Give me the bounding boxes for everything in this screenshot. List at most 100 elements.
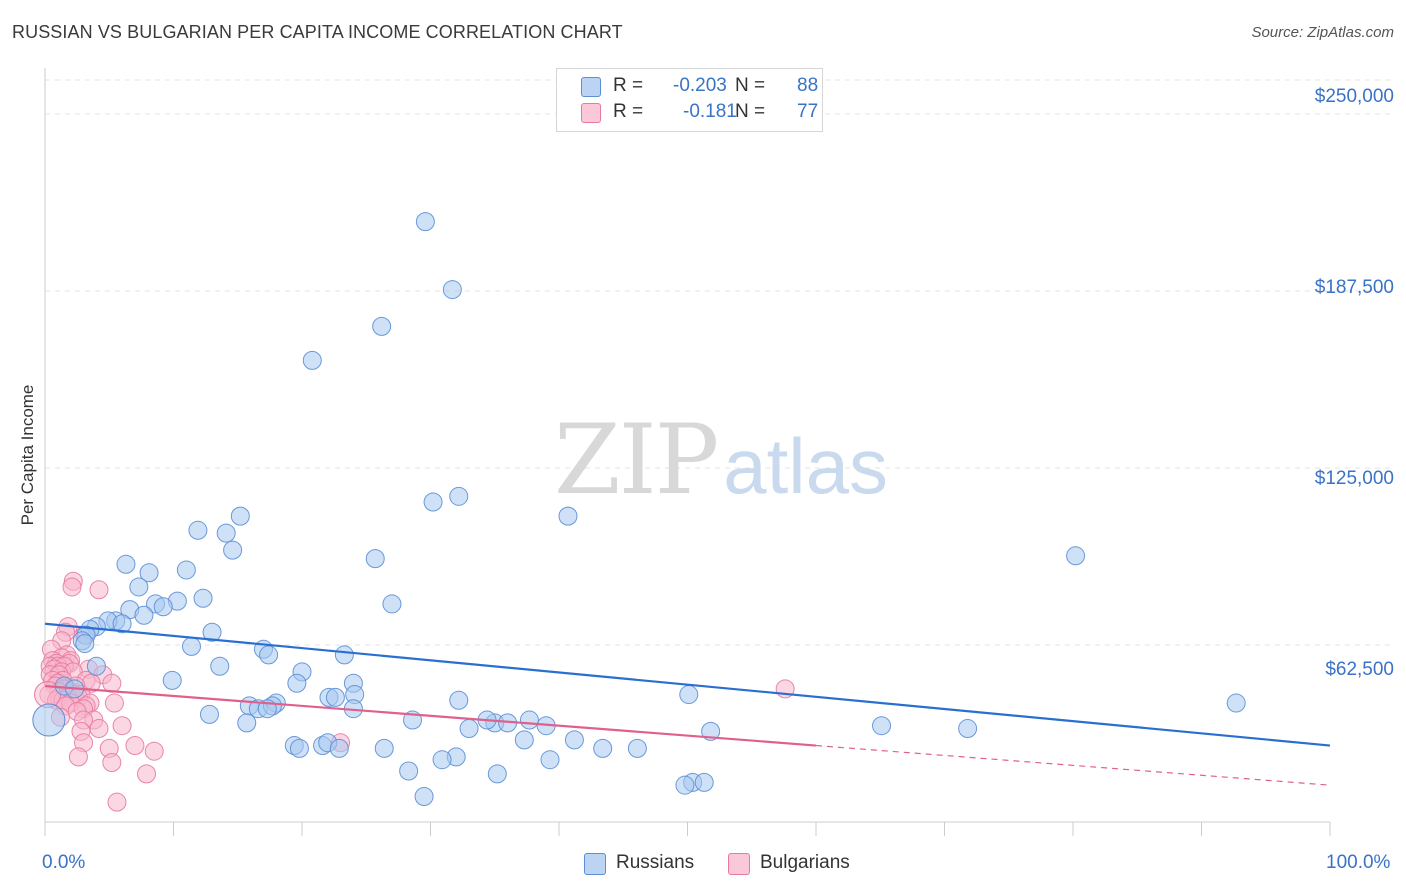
russians-point-10 <box>223 540 243 560</box>
bulgarians-trend-line <box>44 684 817 747</box>
bulgarians-point-55 <box>89 719 109 739</box>
russians-point-1 <box>442 280 462 300</box>
russians-point-17 <box>193 588 213 608</box>
russians-point-35 <box>259 645 279 665</box>
russians-point-57 <box>237 713 257 733</box>
russians-point-0 <box>415 212 435 232</box>
russians-point-41 <box>287 673 307 693</box>
russians-point-3 <box>302 350 322 370</box>
russians-point-37 <box>210 656 230 676</box>
russians-cluster-marker <box>32 703 66 737</box>
y-tick-label-250000: $250,000 <box>1314 86 1394 107</box>
russians-point-7 <box>230 506 250 526</box>
x-tick-label-max: 100.0% <box>1326 852 1391 873</box>
russians-point-64 <box>459 719 479 739</box>
russians-point-81 <box>399 761 419 781</box>
bulgarians-point-61 <box>144 741 164 761</box>
bulgarians-point-64 <box>137 764 157 784</box>
bulgarians-point-47 <box>104 693 124 713</box>
russians-point-2 <box>372 316 392 336</box>
russians-point-68 <box>514 730 534 750</box>
bulgarians-trend-extension <box>815 744 1331 786</box>
bulgarians-swatch <box>581 103 601 123</box>
watermark-zip: ZIP <box>554 404 719 516</box>
grid-layer <box>45 79 1395 646</box>
x-tick-label-min: 0.0% <box>42 852 86 873</box>
bulgarians-point-65 <box>107 792 127 812</box>
russians-point-47 <box>325 687 345 707</box>
russians-point-8 <box>188 520 208 540</box>
russians-point-26 <box>112 614 132 634</box>
russians-point-75 <box>374 738 394 758</box>
russians-point-85 <box>675 775 695 795</box>
russians-r-value: -0.203 <box>673 75 727 96</box>
russians-swatch <box>581 77 601 97</box>
russians-r-label: R = <box>613 75 644 96</box>
russians-point-66 <box>958 719 978 739</box>
russians-point-29 <box>202 622 222 642</box>
y-tick-label-187500: $187,500 <box>1314 277 1394 298</box>
russians-point-67 <box>701 721 721 741</box>
russians-point-23 <box>134 605 154 625</box>
russians-point-4 <box>423 492 443 512</box>
russians-point-9 <box>216 523 236 543</box>
russians-point-36 <box>334 645 354 665</box>
russians-point-11 <box>365 549 385 569</box>
watermark-atlas: atlas <box>723 422 888 510</box>
russians-point-76 <box>593 738 613 758</box>
y-axis-label: Per Capita Income <box>18 384 37 526</box>
russians-point-65 <box>872 716 892 736</box>
russians-point-49 <box>449 690 469 710</box>
russians-point-71 <box>289 738 309 758</box>
bulgarians-legend-label: Bulgarians <box>760 852 850 873</box>
russians-point-38 <box>86 656 106 676</box>
russians-point-74 <box>329 738 349 758</box>
bulgarians-point-57 <box>125 736 145 756</box>
russians-point-6 <box>558 506 578 526</box>
russians-point-77 <box>627 738 647 758</box>
russians-point-16 <box>129 577 149 597</box>
russians-point-12 <box>116 554 136 574</box>
russians-point-13 <box>139 563 159 583</box>
stats-legend: R = -0.203 N = 88 R = -0.181 N = 77 <box>556 68 823 132</box>
russians-point-14 <box>176 560 196 580</box>
russians-point-80 <box>540 750 560 770</box>
russians-point-56 <box>199 704 219 724</box>
russians-legend-swatch <box>584 853 606 875</box>
bulgarians-point-63 <box>102 753 122 773</box>
russians-point-15 <box>1066 546 1086 566</box>
chart-title: RUSSIAN VS BULGARIAN PER CAPITA INCOME C… <box>12 22 623 42</box>
russians-point-86 <box>414 787 434 807</box>
bulgarians-r-label: R = <box>613 101 644 122</box>
russians-point-40 <box>162 670 182 690</box>
russians-point-20 <box>153 597 173 617</box>
bulgarians-n-label: N = <box>735 101 766 122</box>
bulgarians-n-value: 77 <box>797 101 819 122</box>
russians-point-32 <box>75 634 95 654</box>
russians-point-62 <box>519 710 539 730</box>
russians-point-87 <box>1226 693 1246 713</box>
bulgarians-point-54 <box>112 716 132 736</box>
russians-point-82 <box>487 764 507 784</box>
russians-point-79 <box>432 750 452 770</box>
russians-point-45 <box>679 685 699 705</box>
y-tick-label-62500: $62,500 <box>1325 659 1394 680</box>
bulgarians-point-62 <box>68 747 88 767</box>
bulgarians-point-29 <box>102 673 122 693</box>
russians-legend-label: Russians <box>616 852 695 873</box>
russians-point-22 <box>382 594 402 614</box>
russians-point-33 <box>181 636 201 656</box>
bulgarians-r-value: -0.181 <box>683 101 737 122</box>
watermark: ZIPatlas <box>554 404 888 516</box>
trend-lines <box>44 622 1331 786</box>
y-tick-label-125000: $125,000 <box>1314 468 1394 489</box>
bulgarians-point-1 <box>62 577 82 597</box>
bulgarians-point-2 <box>89 580 109 600</box>
russians-trend-line <box>44 622 1331 747</box>
russians-point-5 <box>449 486 469 506</box>
russians-point-69 <box>564 730 584 750</box>
russians-n-value: 88 <box>797 75 819 96</box>
bulgarians-legend-swatch <box>728 853 750 875</box>
russians-n-label: N = <box>735 75 766 96</box>
